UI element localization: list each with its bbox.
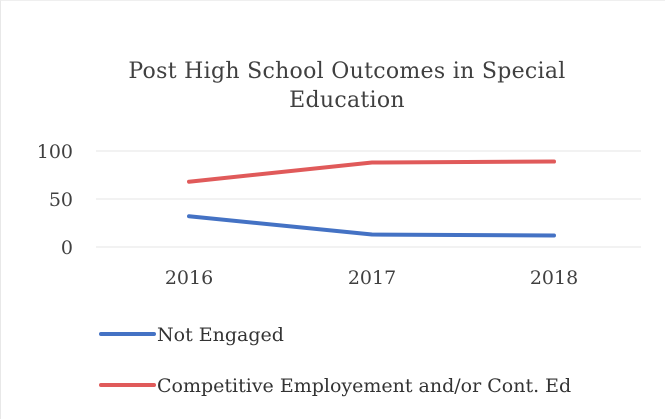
y-tick-label: 50 bbox=[49, 189, 73, 211]
x-axis: 2016 2017 2018 bbox=[165, 267, 578, 289]
x-tick-label: 2017 bbox=[348, 267, 396, 289]
gridlines bbox=[96, 150, 641, 248]
legend-label-2: Competitive Employement and/or Cont. Ed bbox=[157, 375, 571, 397]
series-line-2 bbox=[187, 159, 556, 184]
series-line-1 bbox=[187, 214, 556, 238]
x-tick-label: 2018 bbox=[530, 267, 578, 289]
y-axis: 0 50 100 bbox=[37, 141, 73, 259]
legend: Not Engaged Competitive Employement and/o… bbox=[99, 324, 571, 397]
series-lines bbox=[187, 159, 556, 238]
y-tick-label: 100 bbox=[37, 141, 73, 163]
y-tick-label: 0 bbox=[61, 237, 73, 259]
chart-title-line-2: Education bbox=[289, 88, 405, 113]
chart-title-line-1: Post High School Outcomes in Special bbox=[128, 59, 565, 84]
legend-label-1: Not Engaged bbox=[157, 324, 284, 346]
x-tick-label: 2016 bbox=[165, 267, 213, 289]
chart-title: Post High School Outcomes in Special Edu… bbox=[128, 59, 565, 113]
